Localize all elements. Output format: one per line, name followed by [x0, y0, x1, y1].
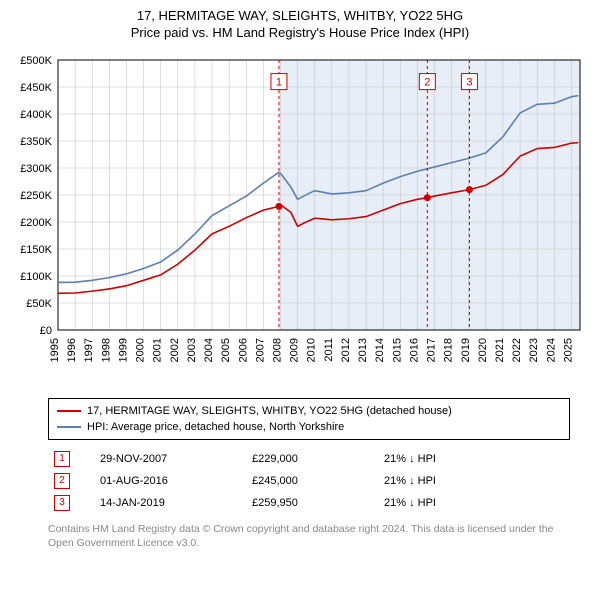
- y-tick-label: £0: [40, 325, 52, 337]
- sale-delta: 21% ↓ HPI: [378, 470, 570, 492]
- y-tick-label: £100K: [20, 271, 52, 283]
- sale-date: 01-AUG-2016: [94, 470, 246, 492]
- sales-row: 1 29-NOV-2007£229,00021% ↓ HPI: [48, 448, 570, 470]
- x-tick-label: 2020: [477, 338, 489, 362]
- sales-row: 2 01-AUG-2016£245,00021% ↓ HPI: [48, 470, 570, 492]
- sale-date: 14-JAN-2019: [94, 492, 246, 514]
- sale-index-box: 3: [54, 495, 70, 511]
- y-tick-label: £150K: [20, 244, 52, 256]
- x-tick-label: 1995: [49, 338, 61, 362]
- sale-price: £259,950: [246, 492, 378, 514]
- sales-row: 3 14-JAN-2019£259,95021% ↓ HPI: [48, 492, 570, 514]
- x-tick-label: 2011: [323, 338, 335, 362]
- sale-price: £245,000: [246, 470, 378, 492]
- legend: 17, HERMITAGE WAY, SLEIGHTS, WHITBY, YO2…: [48, 398, 570, 440]
- x-tick-label: 2017: [426, 338, 438, 362]
- x-tick-label: 2021: [494, 338, 506, 362]
- x-tick-label: 2022: [511, 338, 523, 362]
- sale-date: 29-NOV-2007: [94, 448, 246, 470]
- x-tick-label: 2007: [254, 338, 266, 362]
- x-tick-label: 2015: [391, 338, 403, 362]
- x-tick-label: 2018: [443, 338, 455, 362]
- legend-label: HPI: Average price, detached house, Nort…: [87, 421, 344, 433]
- y-tick-label: £500K: [20, 55, 52, 67]
- sales-table: 1 29-NOV-2007£229,00021% ↓ HPI 2 01-AUG-201…: [48, 448, 570, 514]
- x-tick-label: 2001: [152, 338, 164, 362]
- line-chart-svg: £0 £50K £100K £150K £200K £250K £300K £350K £400…: [10, 50, 590, 390]
- x-tick-label: 2004: [203, 338, 215, 362]
- x-tick-label: 2024: [545, 338, 557, 362]
- x-tick-label: 2012: [340, 338, 352, 362]
- x-tick-label: 2025: [562, 338, 574, 362]
- sale-delta: 21% ↓ HPI: [378, 492, 570, 514]
- x-tick-label: 2003: [186, 338, 198, 362]
- titles: 17, HERMITAGE WAY, SLEIGHTS, WHITBY, YO2…: [0, 0, 600, 40]
- sale-index-box: 2: [54, 473, 70, 489]
- x-tick-label: 2023: [528, 338, 540, 362]
- sale-marker-label: 2: [424, 77, 430, 89]
- y-tick-label: £400K: [20, 109, 52, 121]
- x-tick-label: 1999: [117, 338, 129, 362]
- y-tick-label: £200K: [20, 217, 52, 229]
- x-tick-label: 1998: [100, 338, 112, 362]
- y-tick-label: £350K: [20, 136, 52, 148]
- sale-index-box: 1: [54, 451, 70, 467]
- x-tick-label: 2005: [220, 338, 232, 362]
- y-tick-label: £450K: [20, 82, 52, 94]
- plot-area: £0 £50K £100K £150K £200K £250K £300K £350K £400…: [10, 50, 590, 390]
- legend-item: HPI: Average price, detached house, Nort…: [57, 419, 561, 435]
- legend-swatch: [57, 410, 81, 412]
- chart-container: 17, HERMITAGE WAY, SLEIGHTS, WHITBY, YO2…: [0, 0, 600, 550]
- x-tick-label: 2013: [357, 338, 369, 362]
- sale-delta: 21% ↓ HPI: [378, 448, 570, 470]
- x-tick-label: 1997: [83, 338, 95, 362]
- y-tick-label: £300K: [20, 163, 52, 175]
- x-tick-label: 2010: [306, 338, 318, 362]
- y-tick-label: £50K: [26, 298, 52, 310]
- x-tick-label: 2006: [237, 338, 249, 362]
- x-tick-label: 2019: [460, 338, 472, 362]
- x-tick-label: 2009: [289, 338, 301, 362]
- x-tick-label: 2002: [169, 338, 181, 362]
- sale-marker-label: 3: [466, 77, 472, 89]
- legend-item: 17, HERMITAGE WAY, SLEIGHTS, WHITBY, YO2…: [57, 403, 561, 419]
- x-tick-label: 1996: [66, 338, 78, 362]
- footnote: Contains HM Land Registry data © Crown c…: [48, 522, 570, 550]
- legend-swatch: [57, 426, 81, 428]
- x-tick-label: 2000: [135, 338, 147, 362]
- legend-label: 17, HERMITAGE WAY, SLEIGHTS, WHITBY, YO2…: [87, 405, 452, 417]
- x-tick-label: 2008: [271, 338, 283, 362]
- sale-marker-label: 1: [276, 77, 282, 89]
- y-tick-label: £250K: [20, 190, 52, 202]
- title-sub: Price paid vs. HM Land Registry's House …: [0, 25, 600, 40]
- title-main: 17, HERMITAGE WAY, SLEIGHTS, WHITBY, YO2…: [0, 8, 600, 23]
- x-tick-label: 2014: [374, 338, 386, 362]
- sale-price: £229,000: [246, 448, 378, 470]
- x-tick-label: 2016: [408, 338, 420, 362]
